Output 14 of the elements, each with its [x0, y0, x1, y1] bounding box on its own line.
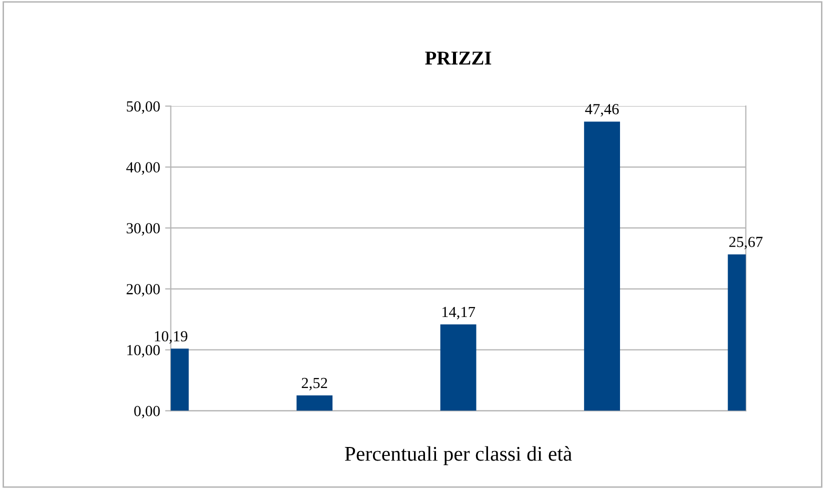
data-label: 14,17 [442, 306, 476, 320]
chart-title: PRIZZI [425, 52, 492, 64]
y-tick-label: 0,00 [134, 406, 160, 418]
y-tick-label: 10,00 [127, 344, 160, 358]
y-tick-label: 40,00 [126, 162, 160, 175]
data-label: 2,52 [302, 378, 328, 390]
data-label: 25,67 [729, 236, 763, 250]
y-tick-label: 30,00 [126, 223, 160, 236]
data-label: 10,19 [154, 331, 188, 344]
y-tick-label: 50,00 [126, 101, 160, 114]
y-tick-label: 20,00 [126, 284, 160, 297]
x-axis-title: Percentuali per classi di età [344, 446, 572, 466]
data-label: 47,46 [585, 104, 619, 117]
bar [440, 324, 476, 411]
